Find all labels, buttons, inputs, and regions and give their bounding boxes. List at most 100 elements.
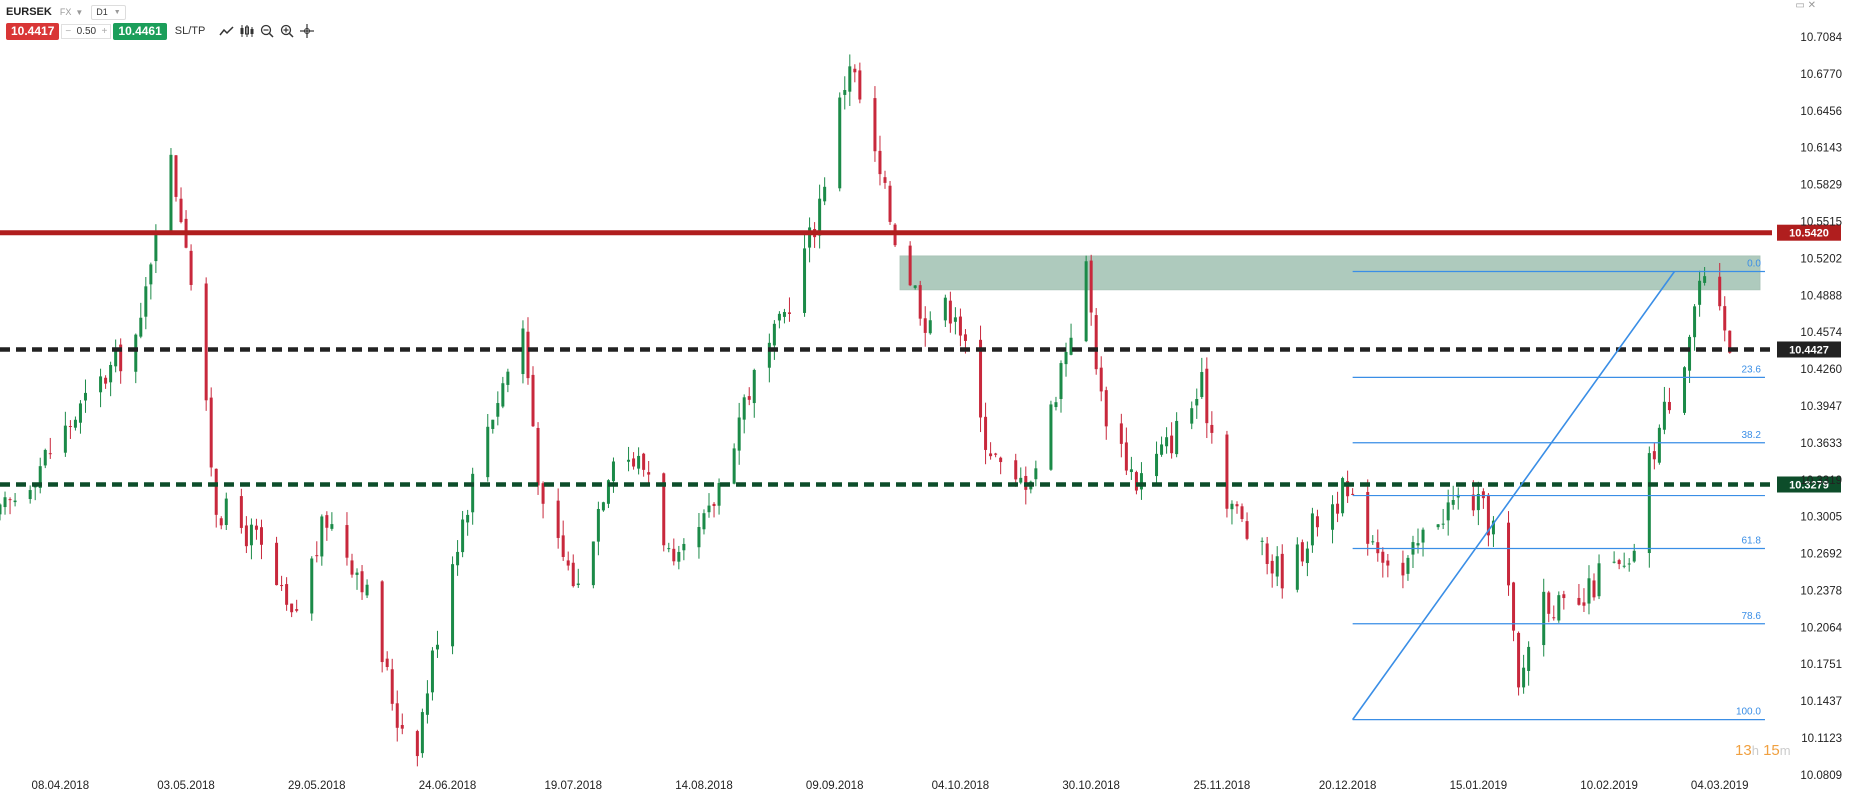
candle-body	[1295, 544, 1299, 590]
supply-zone	[899, 255, 1761, 291]
candle-body	[596, 508, 600, 542]
timeframe-select[interactable]: D1 ▼	[91, 4, 126, 20]
candle-body	[808, 227, 812, 248]
candle-body	[1270, 560, 1274, 574]
x-tick-label: 19.07.2018	[544, 780, 602, 792]
candle-body	[1315, 516, 1319, 528]
candle-body	[1627, 563, 1631, 565]
candle-body	[1366, 491, 1370, 544]
candle-body	[415, 731, 419, 757]
minus-icon[interactable]: −	[65, 25, 72, 37]
candle-body	[1456, 494, 1460, 498]
line-chart-icon[interactable]	[217, 22, 237, 40]
candle-body	[1014, 460, 1018, 480]
symbol-row: EURSEK FX ▼ D1 ▼	[6, 4, 126, 20]
candle-body	[697, 527, 701, 548]
candle-body	[1351, 493, 1355, 495]
candle-body	[984, 416, 988, 450]
close-icon[interactable]: ✕	[1807, 0, 1816, 11]
candle-body	[606, 480, 610, 504]
buy-price-button[interactable]: 10.4461	[113, 22, 167, 40]
symbol-label[interactable]: EURSEK	[6, 6, 52, 18]
level-price-badge	[1777, 224, 1841, 241]
candle-body	[275, 542, 279, 586]
candle-body	[943, 297, 947, 321]
candle-body	[345, 525, 349, 558]
y-tick-label: 10.2064	[1800, 622, 1842, 634]
zoom-out-icon[interactable]	[257, 22, 277, 40]
candle-body	[1698, 280, 1702, 305]
fib-level-label: 61.8	[1742, 535, 1762, 546]
candle-body	[1260, 540, 1264, 542]
candle-body	[8, 499, 12, 501]
level-price-label: 10.4427	[1789, 344, 1829, 356]
minimize-icon[interactable]: ▭	[1795, 0, 1805, 11]
candle-body	[1476, 493, 1480, 511]
zoom-in-icon[interactable]	[277, 22, 297, 40]
candle-body	[1451, 500, 1455, 505]
crosshair-icon[interactable]	[297, 22, 317, 40]
candle-body	[627, 459, 631, 462]
candle-body	[0, 504, 2, 515]
x-tick-label: 24.06.2018	[419, 780, 477, 792]
candle-body	[149, 264, 153, 285]
sell-price-button[interactable]: 10.4417	[6, 22, 60, 40]
candle-body	[380, 581, 384, 663]
candle-body	[1667, 401, 1671, 411]
sltp-button[interactable]: SL/TP	[174, 25, 206, 37]
candle-body	[144, 286, 148, 317]
fib-trendline	[1351, 271, 1676, 721]
candle-body	[994, 453, 998, 455]
candle-body	[963, 334, 967, 341]
plus-icon[interactable]: +	[101, 25, 108, 37]
fib-level-label: 78.6	[1742, 611, 1762, 622]
candle-body	[667, 548, 671, 550]
fib-level-label: 23.6	[1742, 364, 1762, 375]
level-price-label: 10.3279	[1789, 480, 1829, 492]
candle-body	[83, 392, 87, 401]
candle-body	[496, 403, 500, 417]
candle-body	[325, 515, 329, 528]
y-tick-label: 10.1751	[1800, 659, 1842, 671]
candle-body	[249, 524, 253, 546]
candle-body	[425, 693, 429, 715]
candle-body	[310, 558, 314, 614]
candle-body	[13, 500, 17, 503]
candle-body	[1371, 541, 1375, 543]
candle-body	[290, 603, 294, 613]
candle-body	[1688, 336, 1692, 371]
candle-body	[601, 502, 605, 511]
candle-body	[506, 371, 510, 385]
candle-body	[873, 98, 877, 152]
candle-body	[1728, 330, 1732, 353]
candle-body	[782, 312, 786, 317]
candle-body	[1119, 423, 1123, 444]
candle-body	[838, 97, 842, 189]
candle-body	[747, 396, 751, 400]
x-tick-label: 09.09.2018	[806, 780, 864, 792]
candle-body	[979, 339, 983, 418]
candles-icon[interactable]	[237, 22, 257, 40]
candle-body	[1195, 398, 1199, 406]
candle-body	[280, 585, 284, 587]
candle-body	[672, 548, 676, 562]
window-controls[interactable]: ▭ ✕	[1795, 0, 1816, 11]
candle-body	[43, 449, 47, 466]
candle-body	[843, 90, 847, 95]
candle-body	[99, 376, 103, 393]
candle-body	[1054, 402, 1058, 408]
candle-body	[1622, 565, 1626, 567]
chevron-down-icon[interactable]: ▼	[75, 7, 84, 17]
candle-body	[632, 458, 636, 467]
candle-body	[1617, 560, 1621, 565]
candle-body	[1612, 561, 1616, 563]
candle-body	[1205, 368, 1209, 424]
quantity-stepper[interactable]: − 0.50 +	[61, 23, 112, 39]
candle-body	[566, 560, 570, 566]
candle-body	[1170, 435, 1174, 454]
candle-body	[1421, 529, 1425, 543]
y-tick-label: 10.4260	[1800, 364, 1842, 376]
candle-body	[1376, 542, 1380, 554]
candle-body	[400, 725, 404, 729]
